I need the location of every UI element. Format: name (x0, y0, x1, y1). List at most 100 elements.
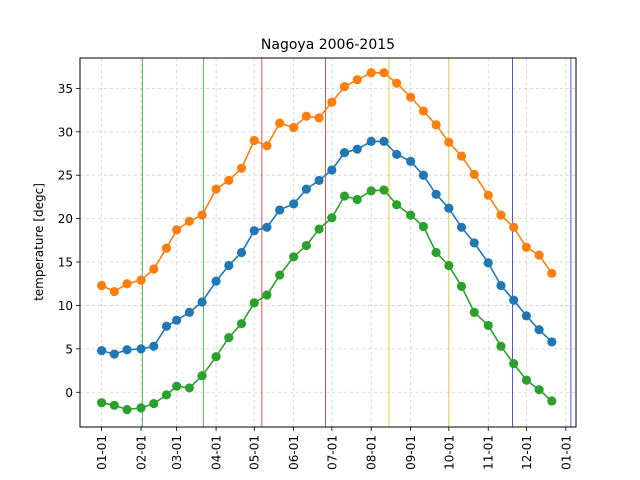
data-point (224, 332, 234, 343)
data-point (509, 359, 519, 369)
y-tick-label: 25 (58, 169, 73, 183)
data-point (122, 345, 132, 355)
data-point (379, 185, 389, 195)
data-point (339, 148, 350, 158)
x-tick-label: 04-01 (210, 435, 224, 470)
data-point (469, 169, 479, 179)
data-point (136, 403, 146, 413)
x-tick-label: 08-01 (365, 435, 379, 470)
x-tick-label: 01-01 (95, 435, 109, 470)
data-point (136, 344, 146, 354)
data-point (456, 281, 467, 291)
data-point (406, 92, 416, 102)
data-point (406, 210, 416, 220)
data-point (161, 243, 172, 253)
data-point (483, 258, 493, 268)
data-point (521, 375, 532, 385)
data-point (444, 137, 454, 147)
data-point (534, 250, 544, 260)
data-point (97, 398, 107, 408)
data-point (392, 78, 402, 88)
data-point (184, 383, 194, 393)
data-point (172, 225, 182, 235)
data-point (97, 345, 107, 356)
data-point (236, 247, 247, 258)
data-point (406, 156, 416, 166)
data-point (431, 189, 441, 199)
data-point (547, 337, 557, 347)
data-point (262, 141, 272, 151)
x-tick-label: 09-01 (404, 435, 418, 470)
data-point (211, 276, 221, 286)
data-point (262, 222, 272, 232)
x-tick-label: 01-01 (559, 435, 573, 470)
data-point (136, 275, 146, 285)
data-point (444, 203, 454, 213)
data-point (327, 165, 337, 175)
data-point (289, 122, 299, 133)
y-tick-label: 30 (58, 125, 73, 139)
data-point (184, 307, 194, 317)
plot-frame (79, 57, 577, 428)
data-point (379, 68, 389, 78)
data-point (431, 120, 441, 130)
data-point (456, 222, 467, 232)
data-point (521, 311, 532, 321)
data-point (172, 381, 182, 391)
data-point (339, 82, 350, 92)
data-point (262, 290, 272, 300)
data-point (211, 184, 221, 194)
data-point (418, 170, 428, 180)
data-point (149, 398, 159, 409)
data-point (366, 68, 376, 78)
data-point (339, 191, 350, 201)
x-tick-label: 05-01 (248, 435, 262, 470)
data-point (547, 268, 557, 278)
data-point (149, 341, 159, 351)
data-point (314, 175, 324, 186)
data-point (289, 252, 299, 262)
data-point (275, 205, 285, 215)
data-point (483, 190, 493, 200)
data-point (534, 325, 544, 335)
data-point (314, 224, 324, 234)
data-point (379, 136, 389, 146)
data-point (352, 75, 362, 85)
data-point (109, 349, 119, 359)
data-point (211, 352, 221, 362)
data-point (97, 280, 107, 291)
x-tick-label: 12-01 (520, 435, 534, 470)
data-point (352, 144, 362, 154)
chart-title: Nagoya 2006-2015 (261, 37, 395, 53)
data-point (534, 385, 544, 395)
data-point (109, 286, 119, 297)
y-tick-label: 10 (58, 299, 73, 313)
data-point (456, 151, 467, 161)
data-point (392, 200, 402, 210)
x-tick-label: 06-01 (287, 435, 301, 470)
data-point (161, 321, 172, 331)
data-point (122, 405, 132, 415)
data-point (197, 297, 207, 307)
data-point (418, 221, 428, 232)
data-point (197, 210, 207, 220)
y-tick-label: 20 (58, 212, 73, 226)
data-point (547, 396, 557, 406)
data-point (301, 184, 311, 194)
data-point (469, 238, 479, 248)
data-point (197, 371, 207, 381)
data-point (314, 113, 324, 123)
y-tick-label: 15 (58, 256, 73, 270)
data-point (509, 295, 519, 305)
data-point (236, 163, 247, 173)
y-tick-label: 35 (58, 82, 73, 96)
x-tick-label: 02-01 (135, 435, 149, 470)
x-tick-label: 03-01 (170, 435, 184, 470)
data-point (496, 341, 506, 351)
data-point (275, 270, 285, 280)
y-tick-label: 5 (65, 342, 73, 356)
data-point (496, 280, 506, 291)
data-point (444, 260, 454, 271)
data-point (149, 264, 159, 274)
data-point (236, 319, 247, 329)
